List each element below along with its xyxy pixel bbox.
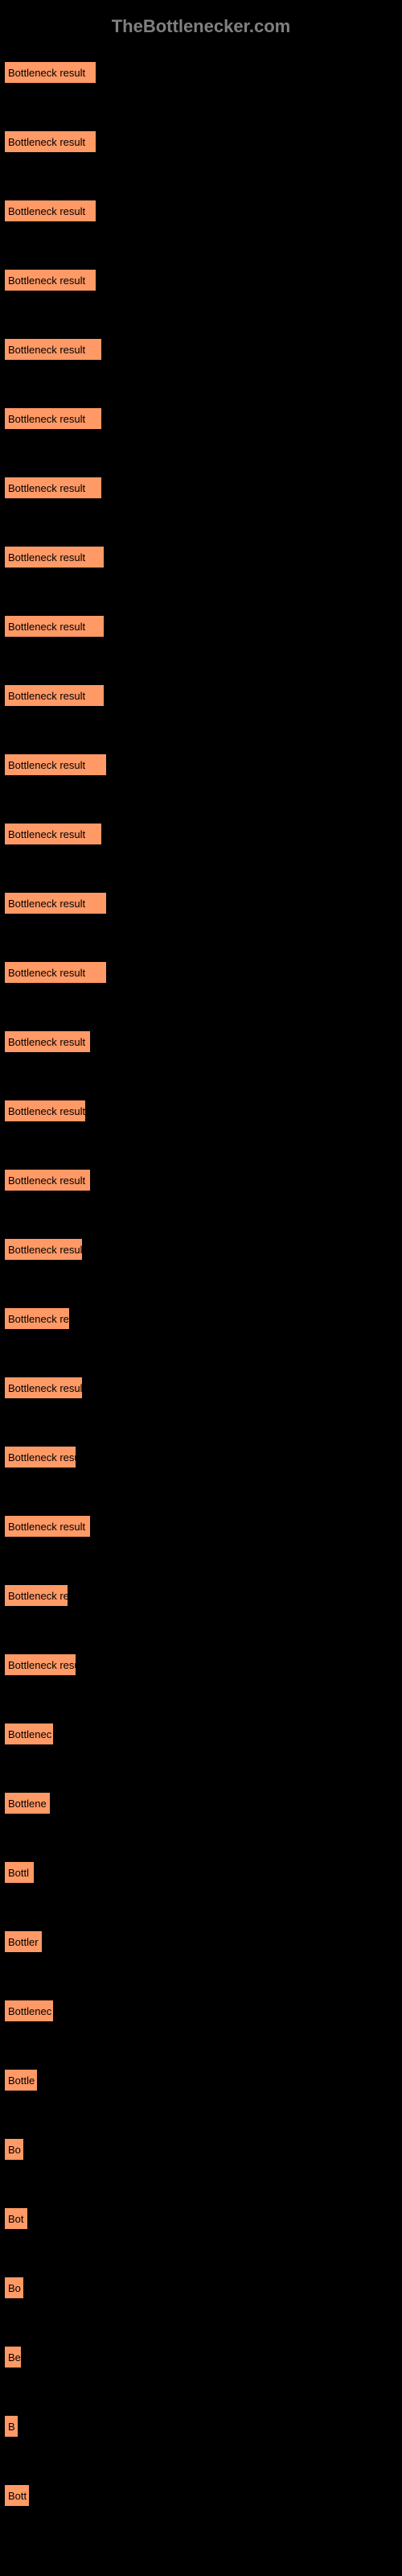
site-header: TheBottlenecker.com [0, 16, 402, 37]
bar-row: Bottleneck result [4, 615, 402, 638]
chart-bar: Bottleneck result [4, 1515, 91, 1538]
bar-row: Bottleneck resu [4, 1446, 402, 1468]
bar-row: Bottleneck result [4, 684, 402, 707]
bar-row: Bottleneck result [4, 338, 402, 361]
bar-row: Bottle [4, 2069, 402, 2091]
bar-row: Bottleneck result [4, 269, 402, 291]
chart-bar: Bottleneck result [4, 684, 105, 707]
chart-bar: Bottleneck result [4, 892, 107, 914]
chart-bar: Bottleneck result [4, 130, 96, 153]
bar-row: Bo [4, 2138, 402, 2161]
bar-row: Bottleneck re [4, 1307, 402, 1330]
chart-bar: Bot [4, 2207, 28, 2230]
chart-bar: Bottleneck result [4, 1030, 91, 1053]
chart-bar: Bottleneck re [4, 1584, 68, 1607]
chart-bar: Bottlenec [4, 2000, 54, 2022]
bar-row: Bottleneck result [4, 407, 402, 430]
bar-row: Bottleneck result [4, 546, 402, 568]
chart-bar: Bottleneck result [4, 1100, 86, 1122]
bar-row: Bottler [4, 1930, 402, 1953]
bar-row: Bottleneck result [4, 1238, 402, 1261]
chart-bar: B [4, 2415, 18, 2438]
chart-bar: Bottle [4, 2069, 38, 2091]
bar-row: Bottleneck result [4, 130, 402, 153]
bar-row: Bottleneck result [4, 1515, 402, 1538]
bar-row: Bottleneck result [4, 477, 402, 499]
bar-row: Bottleneck result [4, 823, 402, 845]
bar-row: Bottlenec [4, 1723, 402, 1745]
bar-row: Bot [4, 2207, 402, 2230]
chart-bar: Bo [4, 2138, 24, 2161]
chart-bar: Bottleneck result [4, 269, 96, 291]
chart-bar: Bottl [4, 1861, 35, 1884]
chart-bar: Bottleneck result [4, 338, 102, 361]
bar-row: Bottleneck result [4, 753, 402, 776]
bar-row: B [4, 2415, 402, 2438]
chart-bar: Bottleneck result [4, 61, 96, 84]
chart-bar: Bottlenec [4, 1723, 54, 1745]
chart-bar: Bottleneck result [4, 1238, 83, 1261]
bar-row: Bottleneck result [4, 1169, 402, 1191]
chart-bar: Bottleneck result [4, 823, 102, 845]
bar-row: Bottleneck result [4, 1100, 402, 1122]
chart-bar: Bottleneck resu [4, 1653, 76, 1676]
bar-row: Bottleneck resu [4, 1653, 402, 1676]
chart-bar: Bottleneck result [4, 753, 107, 776]
chart-bar: Bottleneck result [4, 1377, 83, 1399]
bar-row: Bottl [4, 1861, 402, 1884]
chart-bar: Bottler [4, 1930, 43, 1953]
bar-row: Bottleneck result [4, 200, 402, 222]
chart-bar: Bottleneck resu [4, 1446, 76, 1468]
bar-row: Bottleneck result [4, 1377, 402, 1399]
bar-row: Bottleneck result [4, 1030, 402, 1053]
chart-bar: Bottleneck result [4, 1169, 91, 1191]
chart-bar: Bo [4, 2277, 24, 2299]
chart-bar: Bottleneck result [4, 615, 105, 638]
bar-row: Bottlene [4, 1792, 402, 1814]
bar-row: Bott [4, 2484, 402, 2507]
chart-bar: Bott [4, 2484, 30, 2507]
bar-row: Bottlenec [4, 2000, 402, 2022]
chart-bar: Bottleneck result [4, 961, 107, 984]
bar-row: Bottleneck result [4, 61, 402, 84]
bar-row: Bo [4, 2277, 402, 2299]
chart-bar: Bottlene [4, 1792, 51, 1814]
bar-row: Bottleneck re [4, 1584, 402, 1607]
bar-row: Bottleneck result [4, 892, 402, 914]
bar-row: Bottleneck result [4, 961, 402, 984]
bar-chart: Bottleneck result Bottleneck result Bottle… [0, 61, 402, 2507]
chart-bar: Bottleneck result [4, 200, 96, 222]
chart-bar: Bottleneck result [4, 407, 102, 430]
chart-bar: Bottleneck re [4, 1307, 70, 1330]
chart-bar: Be [4, 2346, 22, 2368]
chart-bar: Bottleneck result [4, 546, 105, 568]
chart-bar: Bottleneck result [4, 477, 102, 499]
bar-row: Be [4, 2346, 402, 2368]
